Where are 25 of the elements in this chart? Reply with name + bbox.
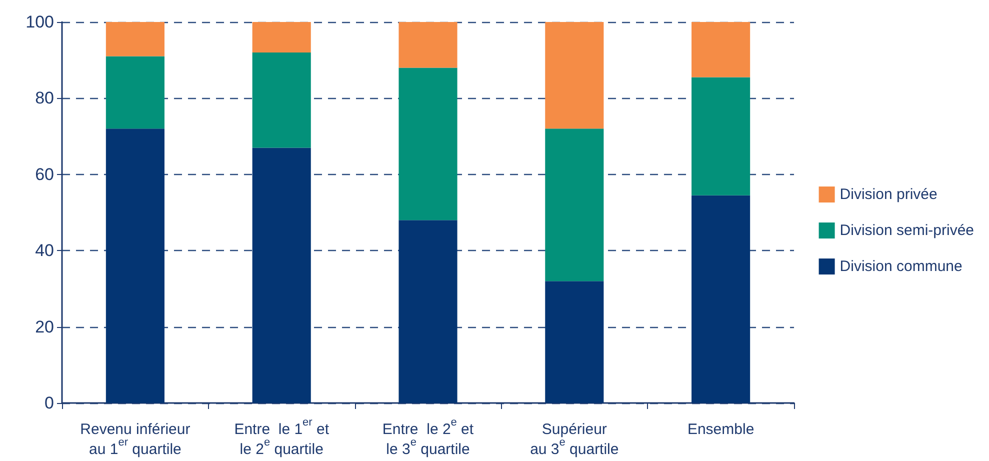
bar (545, 128, 604, 282)
bar (252, 22, 311, 52)
y-tick-label: 40 (35, 241, 54, 260)
bar (106, 128, 164, 403)
y-tick-label: 20 (35, 317, 54, 336)
bar (398, 22, 458, 68)
bar (692, 77, 750, 196)
bar (252, 52, 311, 148)
bar (545, 22, 604, 129)
legend-label: Division commune (840, 258, 962, 275)
bar (398, 68, 458, 220)
bar (398, 220, 458, 403)
bar (545, 281, 604, 403)
bar (106, 56, 164, 129)
bar (106, 22, 164, 56)
y-tick-label: 80 (35, 88, 54, 108)
legend-label: Division semi-privée (840, 222, 974, 239)
bar (692, 22, 750, 78)
x-tick-label: Ensemble (687, 421, 754, 438)
y-tick-label: 60 (35, 164, 54, 184)
legend-label: Division privée (840, 186, 938, 203)
y-tick-label: 100 (26, 12, 54, 32)
bar (252, 148, 311, 403)
y-tick-label: 0 (44, 394, 54, 412)
bar (692, 195, 750, 403)
